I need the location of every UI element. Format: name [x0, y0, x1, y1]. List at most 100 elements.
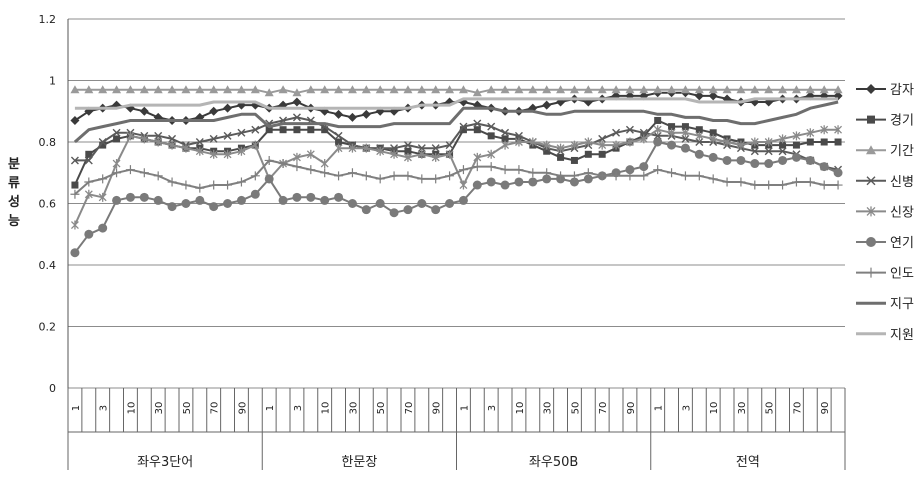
circle-marker [722, 155, 732, 165]
star-marker [695, 131, 704, 141]
triangle-marker [458, 85, 468, 94]
triangle-marker [181, 85, 191, 94]
group-label: 좌우3단어 [137, 455, 193, 470]
square-marker [668, 123, 676, 131]
x-tick-label: 70 [598, 402, 609, 415]
triangle-marker [583, 85, 593, 94]
circle-marker [403, 205, 413, 215]
x-marker [70, 156, 79, 165]
circle-marker [320, 195, 330, 205]
plus-marker [764, 180, 774, 190]
circle-marker [445, 199, 455, 208]
plus-marker [320, 168, 330, 178]
star-marker [403, 152, 412, 162]
triangle-marker [375, 85, 385, 94]
star-marker [487, 149, 496, 159]
x-marker [487, 122, 496, 131]
star-marker [709, 134, 718, 144]
plus-marker [139, 168, 149, 178]
circle-marker [819, 162, 829, 172]
star-marker [625, 137, 634, 147]
diamond-marker [292, 97, 302, 107]
star-marker [792, 131, 801, 141]
x-tick-label: 3 [681, 405, 692, 411]
triangle-marker [694, 85, 704, 94]
x-marker [84, 156, 93, 165]
plus-marker [375, 174, 385, 184]
triangle-marker [125, 85, 135, 94]
plus-marker [334, 171, 344, 181]
triangle-marker [736, 85, 746, 94]
plus-marker [667, 168, 677, 178]
square-marker [473, 126, 481, 134]
triangle-marker [320, 85, 330, 94]
x-tick-label: 50 [182, 402, 193, 415]
star-marker [334, 143, 343, 153]
plus-marker [819, 180, 829, 190]
square-marker [792, 141, 800, 149]
circle-marker [639, 162, 649, 172]
triangle-marker [597, 85, 607, 94]
plus-marker [653, 165, 663, 175]
square-marker [867, 115, 875, 124]
y-tick-label: 1.2 [39, 13, 57, 26]
x-tick-label: 10 [709, 402, 720, 415]
star-marker [126, 131, 135, 141]
star-marker [639, 134, 648, 144]
x-marker [112, 128, 121, 137]
square-marker [806, 138, 814, 146]
triangle-marker [445, 85, 455, 94]
group-label: 전역 [736, 455, 760, 470]
plus-marker [542, 168, 552, 178]
star-marker [598, 140, 607, 150]
plus-marker [708, 174, 718, 184]
circle-marker [778, 155, 788, 165]
star-marker [112, 159, 121, 169]
circle-marker [736, 155, 746, 165]
star-marker [306, 149, 315, 159]
star-marker [98, 192, 107, 202]
x-tick-label: 90 [237, 402, 248, 415]
diamond-marker [334, 109, 344, 119]
plus-marker [167, 177, 177, 187]
y-tick-label: 0.6 [39, 198, 57, 211]
triangle-marker [653, 85, 663, 94]
x-tick-label: 70 [404, 402, 415, 415]
series-지원 [74, 97, 839, 110]
square-marker [71, 181, 79, 189]
x-marker [209, 134, 218, 143]
star-marker [195, 146, 204, 156]
triangle-marker [98, 85, 108, 94]
star-marker [251, 140, 260, 150]
circle-marker [347, 199, 357, 208]
x-tick-label: 30 [348, 402, 359, 415]
legend-label: 인도 [890, 267, 914, 282]
star-marker [723, 137, 732, 147]
triangle-marker [167, 85, 177, 94]
triangle-marker [667, 85, 677, 94]
circle-marker [750, 159, 760, 169]
square-marker [404, 147, 412, 155]
diamond-marker [347, 112, 357, 122]
square-marker [598, 150, 606, 158]
circle-marker [694, 149, 704, 159]
series-지구 [73, 100, 839, 144]
diamond-marker [361, 109, 371, 119]
x-tick-label: 90 [432, 402, 443, 415]
star-marker [736, 140, 745, 150]
legend-label: 지구 [890, 297, 914, 312]
plus-marker [750, 180, 760, 190]
star-marker [209, 149, 218, 159]
triangle-marker [866, 145, 876, 155]
circle-marker [125, 192, 135, 202]
triangle-marker [431, 85, 441, 94]
series-신장 [70, 125, 843, 230]
circle-marker [334, 192, 344, 202]
plus-marker [347, 168, 357, 178]
triangle-marker [708, 85, 718, 94]
plus-marker [694, 171, 704, 181]
plus-marker [181, 180, 191, 190]
series-line [73, 128, 839, 226]
square-marker [279, 126, 287, 134]
circle-marker [500, 180, 510, 190]
